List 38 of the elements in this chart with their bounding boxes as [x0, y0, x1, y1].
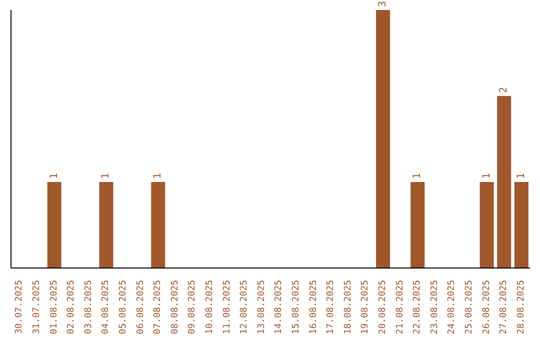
x-tick-label: 09.08.2025: [188, 280, 198, 334]
x-tick-label: 11.08.2025: [222, 280, 232, 334]
x-tick-label: 31.07.2025: [32, 280, 42, 334]
data-label: 1: [516, 172, 527, 179]
x-tick-label: 26.08.2025: [482, 280, 492, 334]
x-tick-label: 20.08.2025: [378, 280, 388, 334]
x-tick-label: 07.08.2025: [153, 280, 164, 334]
x-tick-label: 01.08.2025: [49, 280, 60, 334]
x-tick-label: 13.08.2025: [256, 280, 267, 334]
x-tick-label: 12.08.2025: [240, 280, 250, 334]
x-tick-label: 15.08.2025: [291, 280, 302, 334]
x-tick-label: 23.08.2025: [430, 280, 440, 334]
x-tick-label: 02.08.2025: [66, 280, 77, 334]
x-tick-label: 17.08.2025: [326, 280, 336, 334]
x-tick-label: 06.08.2025: [136, 280, 146, 334]
x-tick-label: 05.08.2025: [118, 280, 128, 334]
x-tick-label: 14.08.2025: [274, 280, 284, 334]
x-tick-label: 27.08.2025: [499, 280, 510, 334]
x-tick-label: 03.08.2025: [84, 280, 94, 334]
x-tick-label: 10.08.2025: [204, 280, 215, 334]
x-tick-label: 22.08.2025: [412, 280, 423, 334]
data-label: 1: [481, 172, 492, 179]
x-tick-label: 08.08.2025: [170, 280, 180, 334]
x-tick-label: 25.08.2025: [464, 280, 474, 334]
data-label: 1: [100, 172, 112, 179]
x-tick-label: 18.08.2025: [343, 280, 354, 334]
x-tick-label: 04.08.2025: [101, 280, 112, 334]
data-label: 1: [48, 172, 60, 179]
x-tick-label: 19.08.2025: [360, 280, 371, 334]
x-tick-label: 28.08.2025: [516, 280, 526, 334]
x-tick-label: 16.08.2025: [308, 280, 319, 334]
data-label: 1: [412, 172, 424, 179]
x-tick-label: 30.07.2025: [14, 280, 25, 334]
x-tick-label: 21.08.2025: [395, 280, 406, 334]
data-label: 3: [378, 0, 389, 7]
x-tick-label: 24.08.2025: [447, 280, 458, 334]
data-label: 1: [152, 172, 164, 179]
data-label: 2: [498, 86, 510, 93]
